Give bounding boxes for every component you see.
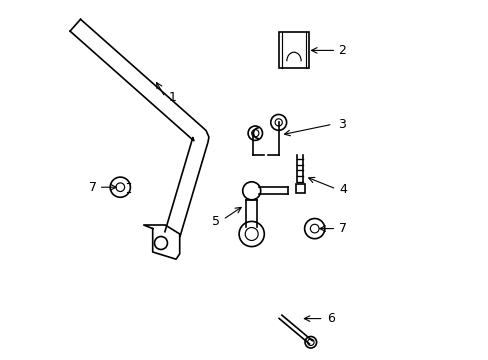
Text: 3: 3 xyxy=(337,118,345,131)
Bar xyxy=(278,32,309,68)
Text: 4: 4 xyxy=(339,183,347,195)
Text: 7: 7 xyxy=(339,222,347,235)
Text: 6: 6 xyxy=(326,312,334,325)
Text: 2: 2 xyxy=(337,44,345,57)
Text: 1: 1 xyxy=(168,91,176,104)
Text: 5: 5 xyxy=(211,215,219,228)
Text: 7: 7 xyxy=(88,181,97,194)
Bar xyxy=(295,184,304,193)
